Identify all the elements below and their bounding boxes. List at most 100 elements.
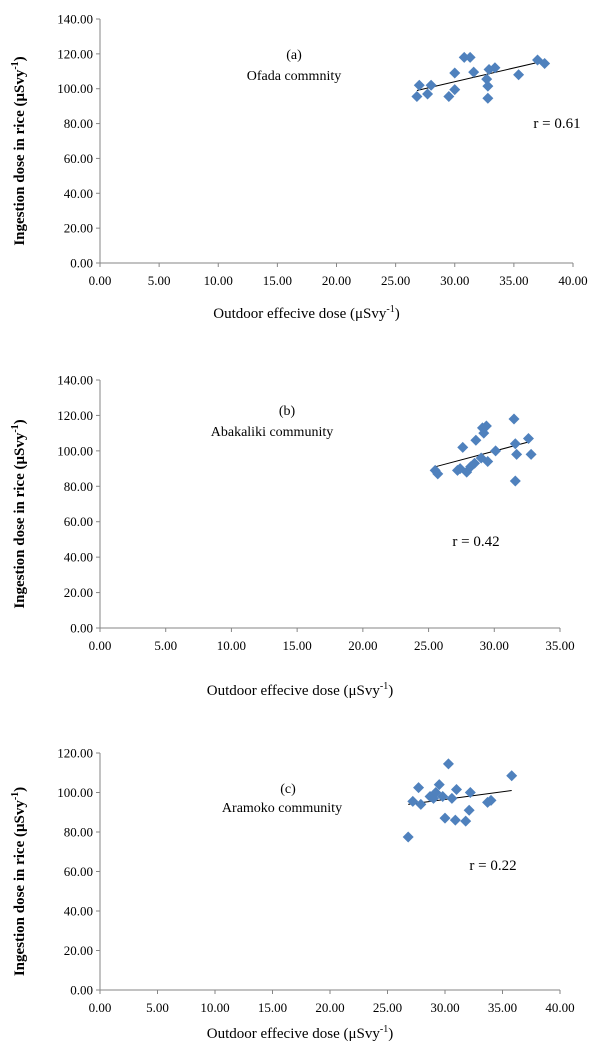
correlation-label: r = 0.42 (452, 534, 499, 550)
y-tick-label: 20.00 (64, 585, 93, 600)
y-tick-label: 40.00 (64, 550, 93, 565)
data-point (415, 798, 427, 810)
y-tick-label: 100.00 (57, 81, 93, 96)
y-tick-label: 120.00 (57, 408, 93, 423)
data-point (433, 779, 445, 791)
data-point (413, 782, 425, 794)
y-axis-unit-close: ) (12, 56, 28, 61)
y-tick-label: 0.00 (70, 983, 93, 998)
y-tick-label: 20.00 (64, 221, 93, 236)
y-axis-unit-close: ) (12, 787, 28, 792)
x-tick-label: 0.00 (89, 273, 112, 288)
chart-panel: 0.00 20.00 40.00 60.00 80.00 100.00 120.00 140.… (10, 12, 588, 323)
y-axis-unit-exponent: -1 (10, 424, 21, 432)
data-point (539, 57, 551, 69)
x-tick-label: 25.00 (414, 638, 443, 653)
y-tick-label: 60.00 (64, 514, 93, 529)
data-point (470, 434, 482, 446)
y-axis-unit-close: ) (12, 419, 28, 424)
x-tick-label: 10.00 (204, 273, 233, 288)
data-point (525, 448, 537, 460)
y-tick-label: 100.00 (57, 785, 93, 800)
y-tick-label: 120.00 (57, 746, 93, 761)
chart-panel: 0.00 20.00 40.00 60.00 80.00 100.00 120.00 140.… (10, 373, 575, 700)
data-point (469, 457, 481, 469)
data-point (458, 51, 470, 63)
y-axis-title: Ingestion dose in rice (μSvy-1) (10, 419, 28, 608)
x-tick-label: 20.00 (322, 273, 351, 288)
x-axis-unit-close: ) (388, 683, 393, 699)
y-tick-label: 40.00 (64, 186, 93, 201)
panel-label: (a) (286, 48, 302, 63)
x-tick-label: 0.00 (89, 638, 112, 653)
data-point (432, 468, 444, 480)
x-tick-label: 30.00 (430, 1000, 459, 1015)
x-axis-title-text: Outdoor effecive dose (μSvy (207, 1026, 381, 1042)
data-point (485, 794, 497, 806)
y-tick-label: 40.00 (64, 904, 93, 919)
data-point (437, 790, 449, 802)
data-point (482, 92, 494, 104)
x-tick-label: 20.00 (315, 1000, 344, 1015)
data-point (509, 475, 521, 487)
x-tick-label: 30.00 (480, 638, 509, 653)
y-axis-title-text: Ingestion dose in rice (μSvy (12, 800, 28, 977)
y-tick-label: 80.00 (64, 825, 93, 840)
y-tick-label: 140.00 (57, 373, 93, 388)
x-axis-title: Outdoor effecive dose (μSvy-1) (207, 1024, 393, 1042)
x-tick-label: 15.00 (258, 1000, 287, 1015)
data-point (532, 54, 544, 66)
y-tick-label: 60.00 (64, 151, 93, 166)
data-point (506, 770, 518, 782)
x-tick-label: 20.00 (348, 638, 377, 653)
data-point (464, 51, 476, 63)
data-point (439, 812, 451, 824)
x-axis-title: Outdoor effecive dose (μSvy-1) (213, 304, 399, 322)
data-point (457, 441, 469, 453)
y-tick-label: 120.00 (57, 46, 93, 61)
trendline (408, 790, 512, 805)
data-point (425, 79, 437, 91)
correlation-label: r = 0.22 (469, 858, 516, 874)
x-axis-title-text: Outdoor effecive dose (μSvy (213, 306, 387, 322)
y-tick-label: 80.00 (64, 479, 93, 494)
community-label: Abakaliki community (211, 425, 333, 440)
x-tick-label: 15.00 (263, 273, 292, 288)
data-point (442, 758, 454, 770)
data-point (411, 91, 423, 103)
data-point (482, 80, 494, 92)
data-point (490, 445, 502, 457)
data-point (443, 91, 455, 103)
y-tick-label: 60.00 (64, 864, 93, 879)
panel-label: (b) (279, 404, 296, 419)
x-axis-title: Outdoor effecive dose (μSvy-1) (207, 681, 393, 699)
x-axis-unit-exponent: -1 (380, 681, 388, 692)
data-point (511, 448, 523, 460)
x-tick-label: 35.00 (488, 1000, 517, 1015)
data-point (449, 67, 461, 79)
data-point (464, 787, 476, 798)
x-tick-label: 35.00 (499, 273, 528, 288)
y-tick-label: 80.00 (64, 116, 93, 131)
x-axis-unit-exponent: -1 (386, 304, 394, 315)
y-tick-label: 20.00 (64, 943, 93, 958)
data-point (460, 815, 472, 827)
panel-label: (c) (280, 782, 296, 797)
x-axis-unit-close: ) (395, 306, 400, 322)
y-axis-title: Ingestion dose in rice (μSvy-1) (10, 56, 28, 245)
data-point (489, 62, 501, 74)
chart-panel: 0.00 20.00 40.00 60.00 80.00 100.00 120.00 0.00… (10, 746, 575, 1043)
community-label: Ofada commnity (247, 69, 341, 84)
data-point (407, 795, 419, 807)
y-axis-unit-exponent: -1 (10, 61, 21, 69)
data-point (402, 831, 414, 843)
correlation-label: r = 0.61 (533, 116, 580, 132)
y-tick-label: 0.00 (70, 256, 93, 271)
data-point (508, 413, 520, 425)
data-point (468, 66, 480, 78)
data-point (422, 88, 434, 100)
x-tick-label: 0.00 (89, 1000, 112, 1015)
y-tick-label: 0.00 (70, 621, 93, 636)
x-axis-unit-exponent: -1 (380, 1024, 388, 1035)
y-axis-title-text: Ingestion dose in rice (μSvy (12, 432, 28, 609)
